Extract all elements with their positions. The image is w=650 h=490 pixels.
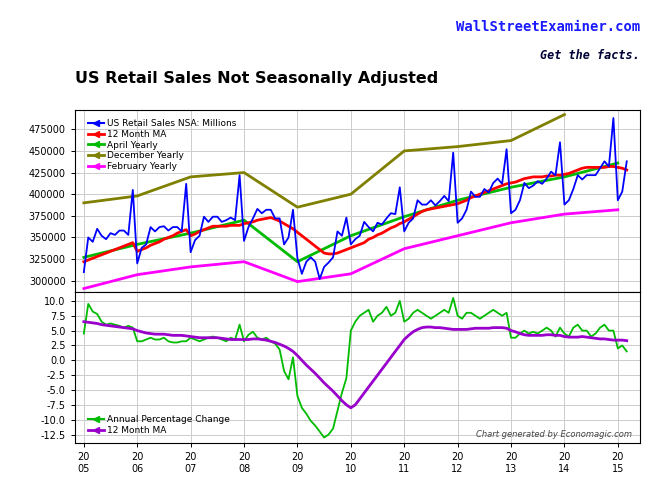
Text: Get the facts.: Get the facts. xyxy=(541,49,640,62)
Text: WallStreetExaminer.com: WallStreetExaminer.com xyxy=(456,20,640,34)
Text: Chart generated by Economagic.com: Chart generated by Economagic.com xyxy=(476,430,632,439)
Legend: Annual Percentage Change, 12 Month MA: Annual Percentage Change, 12 Month MA xyxy=(85,413,233,438)
Text: US Retail Sales Not Seasonally Adjusted: US Retail Sales Not Seasonally Adjusted xyxy=(75,71,438,86)
Legend: US Retail Sales NSA: Millions, 12 Month MA, April Yearly, December Yearly, Febru: US Retail Sales NSA: Millions, 12 Month … xyxy=(85,117,240,173)
